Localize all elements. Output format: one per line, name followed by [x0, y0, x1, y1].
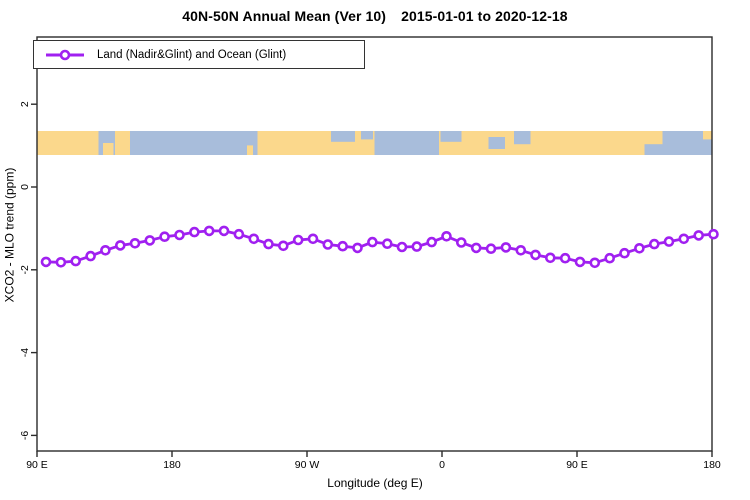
x-axis-label: Longitude (deg E) — [327, 476, 423, 490]
legend-label: Land (Nadir&Glint) and Ocean (Glint) — [97, 48, 287, 61]
legend-marker-sample — [59, 49, 71, 60]
data-point-marker — [500, 242, 512, 253]
data-point-marker — [292, 234, 304, 246]
data-point-marker — [544, 252, 556, 264]
ocean-patch — [440, 131, 462, 142]
data-point-marker — [352, 242, 363, 254]
x-tick-label: 90 E — [566, 459, 588, 471]
data-point-marker — [277, 240, 289, 252]
x-tick-label: 90 W — [295, 459, 320, 471]
y-axis-label: XCO2 - MLO trend (ppm) — [2, 167, 17, 303]
data-point-marker — [485, 243, 497, 254]
legend: Land (Nadir&Glint) and Ocean (Glint) — [33, 40, 365, 69]
data-point-marker — [574, 256, 586, 268]
data-point-marker — [411, 241, 423, 252]
ocean-patch — [514, 131, 531, 145]
trend-line — [44, 229, 715, 265]
y-tick-label: -4 — [19, 348, 31, 357]
x-tick-label: 90 E — [26, 459, 48, 471]
data-point-marker — [381, 238, 393, 249]
data-point-marker — [189, 226, 200, 238]
y-axis: 2 0 -2 -4 -6 — [19, 101, 37, 440]
data-point-marker — [263, 238, 274, 250]
data-point-marker — [70, 255, 81, 267]
x-tick-label: 0 — [439, 459, 445, 471]
land-segment — [703, 131, 712, 140]
title-main: 40N-50N Annual Mean (Ver 10) — [182, 8, 387, 24]
data-point-marker — [678, 233, 690, 245]
data-point-marker — [663, 236, 675, 247]
x-axis: 90 E 180 90 W 0 90 E 180 — [26, 451, 721, 471]
data-point-marker — [367, 236, 378, 248]
data-point-marker — [470, 242, 482, 254]
land-segment — [103, 143, 114, 155]
data-point-marker — [648, 238, 660, 250]
data-point-marker — [85, 250, 96, 262]
y-axis-label-wrap: XCO2 - MLO trend (ppm) — [0, 110, 18, 360]
data-point-marker — [40, 256, 52, 268]
title-dates: 2015-01-01 to 2020-12-18 — [401, 8, 568, 24]
data-point-marker — [426, 236, 438, 248]
y-tick-label: -2 — [19, 265, 31, 274]
data-point-marker — [708, 228, 719, 240]
map-strip — [37, 131, 712, 155]
data-point-marker — [559, 252, 571, 264]
land-segment — [37, 131, 99, 155]
land-segment — [257, 131, 375, 155]
data-point-marker — [589, 257, 601, 269]
land-segment — [115, 131, 130, 155]
data-point-marker — [441, 231, 452, 242]
ocean-patch — [331, 131, 355, 142]
y-tick-label: -6 — [19, 431, 31, 440]
data-point-marker — [159, 231, 170, 242]
data-point-marker — [174, 229, 185, 241]
data-point-marker — [604, 252, 616, 264]
data-point-marker — [530, 249, 541, 261]
ocean-patch — [488, 137, 505, 149]
data-point-marker — [115, 240, 126, 251]
x-tick-label: 180 — [703, 459, 721, 471]
data-point-marker — [55, 256, 67, 268]
data-point-marker — [515, 245, 527, 256]
land-segment — [644, 131, 663, 145]
legend-line-marker-icon — [46, 49, 84, 60]
data-point-marker — [129, 238, 141, 249]
ocean-patch — [361, 131, 373, 140]
plot-border — [36, 36, 713, 452]
data-point-marker — [100, 245, 111, 256]
data-point-marker — [248, 233, 260, 245]
data-point-marker — [337, 240, 349, 252]
data-point-marker — [307, 233, 319, 245]
data-point-marker — [322, 239, 334, 250]
land-segment — [247, 145, 253, 155]
x-tick-label: 180 — [163, 459, 181, 471]
y-tick-label: 0 — [19, 184, 31, 190]
land-segment — [439, 131, 645, 155]
trend-series — [40, 225, 719, 269]
data-point-marker — [203, 225, 215, 237]
data-point-marker — [396, 241, 408, 253]
data-point-marker — [693, 230, 705, 241]
data-point-marker — [634, 243, 645, 254]
data-point-marker — [144, 235, 156, 246]
chart-title: 40N-50N Annual Mean (Ver 10) 2015-01-01 … — [0, 8, 750, 24]
data-point-marker — [455, 237, 467, 248]
y-tick-label: 2 — [19, 101, 31, 107]
data-point-marker — [619, 247, 630, 259]
data-point-marker — [233, 228, 245, 240]
data-point-marker — [218, 225, 230, 237]
